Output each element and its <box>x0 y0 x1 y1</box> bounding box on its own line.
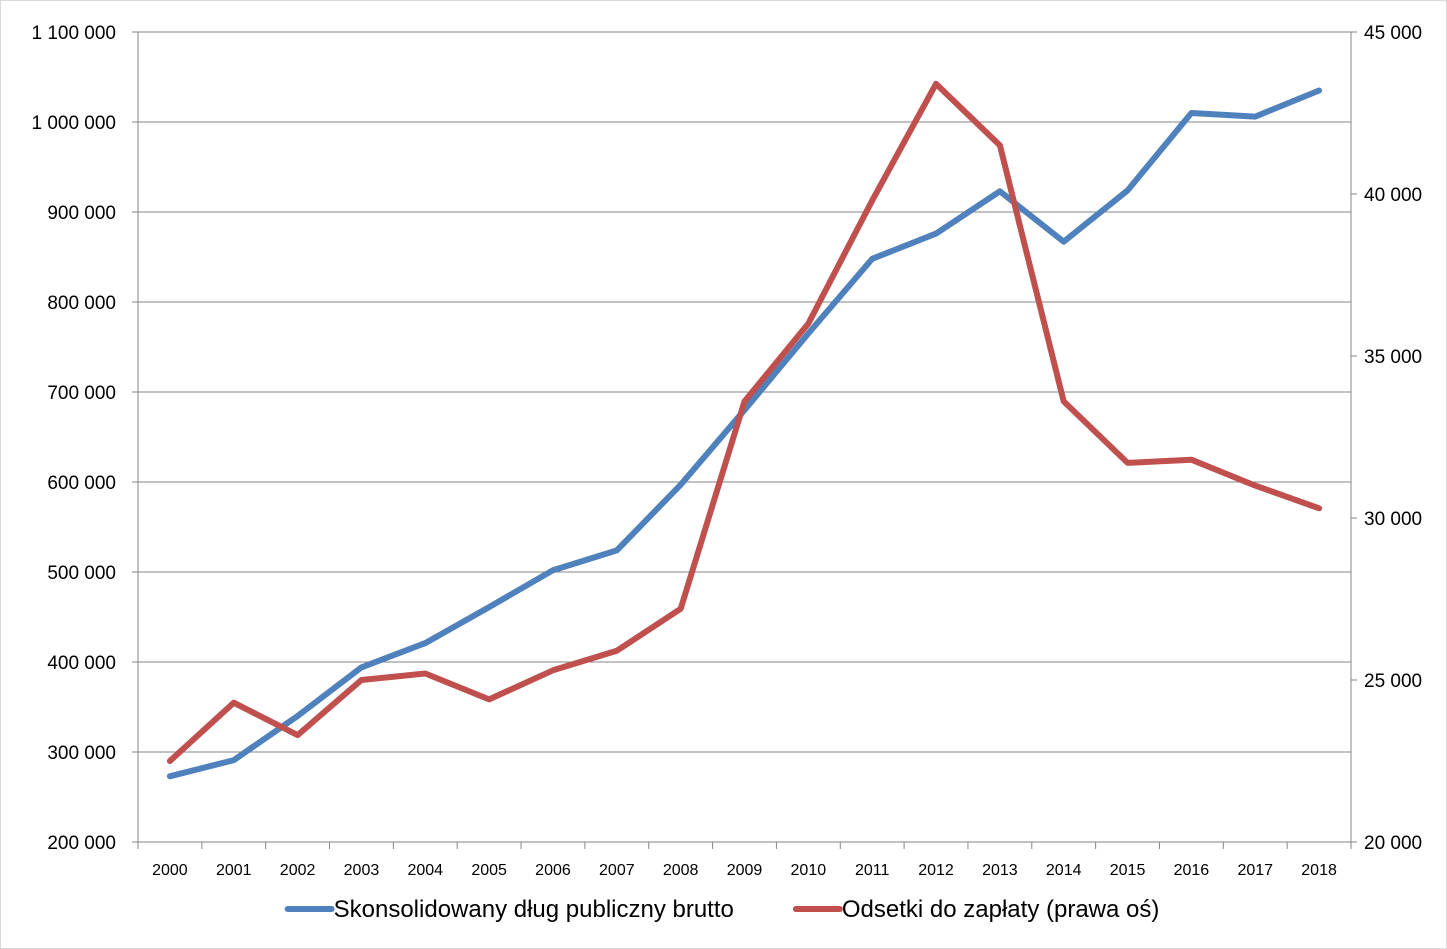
y-tick-label: 600 000 <box>47 473 116 494</box>
data-point <box>295 713 301 719</box>
x-tick-label: 2016 <box>1174 862 1210 879</box>
data-point <box>167 758 173 764</box>
y2-tick-label: 30 000 <box>1364 509 1422 530</box>
data-point <box>231 700 237 706</box>
data-point <box>805 331 811 337</box>
x-tick-label: 2011 <box>855 862 890 879</box>
y-tick-label: 1 100 000 <box>31 23 116 44</box>
legend-label-2: Odsetki do zapłaty (prawa oś) <box>842 896 1159 923</box>
y-axis-right: 20 000 25 000 30 000 35 000 40 000 45 000 <box>1351 23 1422 854</box>
x-tick-label: 2017 <box>1237 862 1273 879</box>
data-point <box>1188 110 1194 116</box>
data-point <box>295 732 301 738</box>
x-tick-label: 2002 <box>280 862 316 879</box>
x-tick-label: 2006 <box>535 862 571 879</box>
axes <box>137 32 1352 843</box>
x-tick-label: 2014 <box>1046 862 1082 879</box>
x-tick-label: 2012 <box>918 862 954 879</box>
x-tick-label: 2015 <box>1110 862 1146 879</box>
data-point <box>550 667 556 673</box>
data-point <box>614 648 620 654</box>
y-tick-label: 800 000 <box>47 293 116 314</box>
y-tick-label: 300 000 <box>47 743 116 764</box>
y2-tick-label: 25 000 <box>1364 671 1422 692</box>
data-point <box>422 640 428 646</box>
series-line-1 <box>166 87 1323 780</box>
gridlines <box>138 31 1351 753</box>
y2-tick-label: 35 000 <box>1364 347 1422 368</box>
y-tick-label: 200 000 <box>47 833 116 854</box>
data-point <box>678 606 684 612</box>
data-point <box>1316 88 1322 94</box>
series-lines <box>166 80 1323 780</box>
y-tick-label: 500 000 <box>47 563 116 584</box>
data-point <box>167 773 173 779</box>
legend-label-1: Skonsolidowany dług publiczny brutto <box>334 896 734 923</box>
x-tick-label: 2005 <box>471 862 507 879</box>
data-point <box>1316 505 1322 511</box>
data-point <box>1252 114 1258 120</box>
data-point <box>422 671 428 677</box>
x-tick-label: 2000 <box>152 862 188 879</box>
y2-tick-label: 20 000 <box>1364 833 1422 854</box>
x-tick-label: 2007 <box>599 862 635 879</box>
data-point <box>614 547 620 553</box>
data-point <box>933 231 939 237</box>
series-line-2 <box>166 80 1323 764</box>
data-point <box>869 256 875 262</box>
y-tick-label: 700 000 <box>47 383 116 404</box>
x-tick-label: 2010 <box>791 862 827 879</box>
data-point <box>933 81 939 87</box>
data-point <box>1061 398 1067 404</box>
x-tick-label: 2003 <box>344 862 380 879</box>
data-point <box>1252 483 1258 489</box>
y2-tick-label: 45 000 <box>1364 23 1422 44</box>
x-tick-label: 2004 <box>407 862 443 879</box>
legend: Skonsolidowany dług publiczny brutto Odse… <box>284 896 1159 923</box>
data-point <box>678 482 684 488</box>
data-point <box>869 197 875 203</box>
data-point <box>1125 460 1131 466</box>
data-point <box>486 604 492 610</box>
y-axis-left: 200 000 300 000 400 000 500 000 600 000 700 0… <box>31 23 138 854</box>
data-point <box>1061 239 1067 245</box>
x-tick-label: 2013 <box>982 862 1018 879</box>
x-tick-label: 2001 <box>216 862 252 879</box>
data-point <box>742 398 748 404</box>
x-tick-label: 2009 <box>727 862 763 879</box>
data-point <box>997 142 1003 148</box>
data-point <box>550 567 556 573</box>
y2-tick-label: 40 000 <box>1364 185 1422 206</box>
data-point <box>358 677 364 683</box>
data-point <box>358 664 364 670</box>
data-point <box>1125 187 1131 193</box>
data-point <box>231 757 237 763</box>
data-point <box>486 696 492 702</box>
y-tick-label: 900 000 <box>47 203 116 224</box>
data-point <box>805 321 811 327</box>
x-axis: 2000 2001 2002 2003 2004 2005 2006 2007 2008 2009… <box>137 842 1352 879</box>
y-tick-label: 1 000 000 <box>31 113 116 134</box>
data-point <box>1188 457 1194 463</box>
x-tick-label: 2018 <box>1301 862 1337 879</box>
data-point <box>997 188 1003 194</box>
x-tick-label: 2008 <box>663 862 699 879</box>
y-tick-label: 400 000 <box>47 653 116 674</box>
